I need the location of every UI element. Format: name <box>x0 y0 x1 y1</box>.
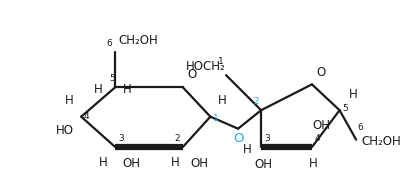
Text: O: O <box>233 132 244 145</box>
Text: 2: 2 <box>253 97 259 106</box>
Text: OH: OH <box>190 157 208 170</box>
Text: H: H <box>93 83 102 96</box>
Text: 2: 2 <box>174 134 180 143</box>
Text: CH₂OH: CH₂OH <box>361 135 401 148</box>
Text: HO: HO <box>56 124 74 137</box>
Text: 1: 1 <box>213 114 219 123</box>
Text: H: H <box>348 88 356 101</box>
Text: OH: OH <box>122 157 140 170</box>
Text: 6: 6 <box>105 39 111 48</box>
Text: 1: 1 <box>217 57 223 66</box>
Text: H: H <box>309 157 317 170</box>
Text: CH₂OH: CH₂OH <box>118 34 158 47</box>
Text: 5: 5 <box>109 74 115 83</box>
Text: H: H <box>217 94 226 107</box>
Text: 3: 3 <box>118 134 124 143</box>
Text: OH: OH <box>312 119 330 133</box>
Text: H: H <box>243 143 251 156</box>
Text: O: O <box>316 66 325 79</box>
Text: 5: 5 <box>342 104 347 113</box>
Text: H: H <box>65 94 74 107</box>
Text: 4: 4 <box>84 112 89 121</box>
Text: 3: 3 <box>263 134 269 143</box>
Text: H: H <box>99 156 108 169</box>
Text: 6: 6 <box>356 123 362 132</box>
Text: H: H <box>122 83 131 96</box>
Text: 4: 4 <box>314 134 320 143</box>
Text: H: H <box>171 156 180 169</box>
Text: O: O <box>187 68 196 81</box>
Text: HOCH₂: HOCH₂ <box>185 60 225 73</box>
Text: OH: OH <box>253 158 271 171</box>
